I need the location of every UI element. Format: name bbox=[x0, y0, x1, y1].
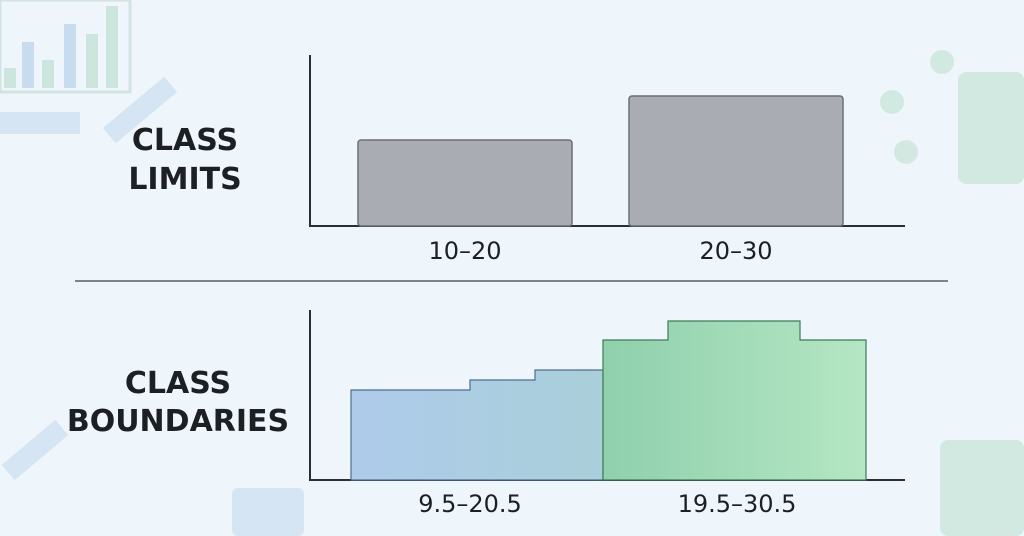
bar bbox=[602, 320, 867, 481]
section-title: LIMITS bbox=[128, 162, 241, 197]
bar bbox=[350, 369, 604, 481]
category-label: 19.5–30.5 bbox=[678, 490, 797, 518]
bar bbox=[628, 95, 844, 227]
category-label: 20–30 bbox=[699, 237, 772, 265]
section-title: BOUNDARIES bbox=[67, 404, 289, 439]
section-title: CLASS bbox=[132, 123, 238, 158]
section-title: CLASS bbox=[125, 366, 231, 401]
category-label: 9.5–20.5 bbox=[418, 490, 522, 518]
category-label: 10–20 bbox=[428, 237, 501, 265]
bar bbox=[357, 139, 573, 227]
